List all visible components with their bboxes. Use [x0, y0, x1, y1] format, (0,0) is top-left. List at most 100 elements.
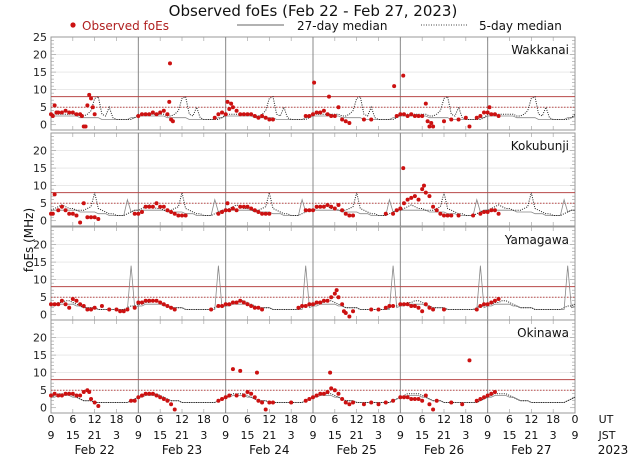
observed-point [270, 400, 275, 405]
observed-point [489, 208, 494, 213]
observed-point [369, 117, 374, 122]
ut-tick-label: 0 [397, 413, 404, 426]
observed-point [351, 213, 356, 218]
observed-point [227, 302, 232, 307]
ut-tick-label: 0 [135, 413, 142, 426]
observed-point [139, 393, 144, 398]
observed-point [70, 211, 75, 216]
observed-point [449, 117, 454, 122]
ut-tick-label: 6 [506, 413, 513, 426]
observed-point [347, 213, 352, 218]
observed-point [150, 391, 155, 396]
observed-point [267, 400, 272, 405]
observed-point [492, 298, 497, 303]
observed-point [409, 303, 414, 308]
y-tick-label: 0 [40, 215, 47, 228]
jst-tick-label: 15 [328, 429, 342, 442]
observed-point [121, 309, 126, 314]
observed-point [332, 206, 337, 211]
y-tick-label: 20 [33, 145, 47, 158]
jst-tick-label: 15 [503, 429, 517, 442]
observed-point [139, 209, 144, 214]
ut-tick-label: 12 [437, 413, 451, 426]
observed-point [139, 300, 144, 305]
observed-point [89, 307, 94, 312]
y-tick-label: 0 [40, 119, 47, 132]
observed-point [165, 303, 170, 308]
observed-point [456, 213, 461, 218]
observed-point [438, 211, 443, 216]
observed-point [314, 393, 319, 398]
observed-point [434, 398, 439, 403]
jst-tick-label: 3 [550, 429, 557, 442]
observed-point [427, 124, 432, 129]
ut-tick-label: 18 [546, 413, 560, 426]
observed-point [267, 117, 272, 122]
observed-point [482, 209, 487, 214]
ut-tick-label: 18 [372, 413, 386, 426]
date-label: Feb 24 [249, 443, 289, 457]
observed-point [63, 108, 68, 113]
observed-point [67, 305, 72, 310]
observed-point [467, 124, 472, 129]
observed-point [392, 84, 397, 89]
observed-point [256, 115, 261, 120]
observed-point [92, 215, 97, 220]
observed-point [336, 202, 341, 207]
observed-point [412, 194, 417, 199]
observed-point [425, 119, 430, 124]
date-label: Feb 27 [511, 443, 551, 457]
observed-point [445, 213, 450, 218]
observed-point [398, 112, 403, 117]
observed-point [321, 108, 326, 113]
observed-point [158, 110, 163, 115]
observed-point [327, 94, 332, 99]
observed-point [485, 393, 490, 398]
observed-point [220, 396, 225, 401]
jst-tick-label: 9 [222, 429, 229, 442]
observed-point [416, 197, 421, 202]
observed-point [81, 303, 86, 308]
observed-point [336, 105, 341, 110]
observed-point [303, 208, 308, 213]
observed-point [256, 209, 261, 214]
observed-point [431, 407, 436, 412]
observed-point [99, 303, 104, 308]
observed-point [63, 208, 68, 213]
observed-point [442, 119, 446, 124]
observed-point [63, 391, 68, 396]
observed-point [325, 112, 330, 117]
observed-point [167, 61, 172, 66]
observed-point [412, 113, 417, 118]
observed-point [442, 307, 446, 312]
observed-point [289, 400, 294, 405]
observed-point [489, 391, 494, 396]
observed-point [89, 215, 94, 220]
observed-point [241, 112, 246, 117]
observed-point [347, 120, 352, 125]
observed-point [74, 213, 79, 218]
jst-tick-label: 3 [462, 429, 469, 442]
observed-point [220, 209, 225, 214]
observed-point [405, 395, 410, 400]
observed-point [67, 391, 72, 396]
y-tick-label: 15 [33, 349, 47, 362]
observed-point [216, 211, 221, 216]
observed-point [107, 307, 112, 312]
observed-point [347, 402, 352, 407]
ut-tick-label: 0 [48, 413, 55, 426]
observed-point [314, 110, 319, 115]
observed-point [223, 302, 228, 307]
jst-tick-label: 15 [66, 429, 80, 442]
observed-point [343, 211, 348, 216]
observed-point [449, 213, 454, 218]
observed-point [114, 307, 119, 312]
observed-point [391, 398, 396, 403]
observed-point [136, 395, 141, 400]
observed-point [161, 396, 166, 401]
observed-point [412, 396, 417, 401]
observed-point [176, 213, 181, 218]
observed-point [263, 407, 268, 412]
station-label: Wakkanai [511, 43, 569, 57]
observed-point [78, 393, 83, 398]
